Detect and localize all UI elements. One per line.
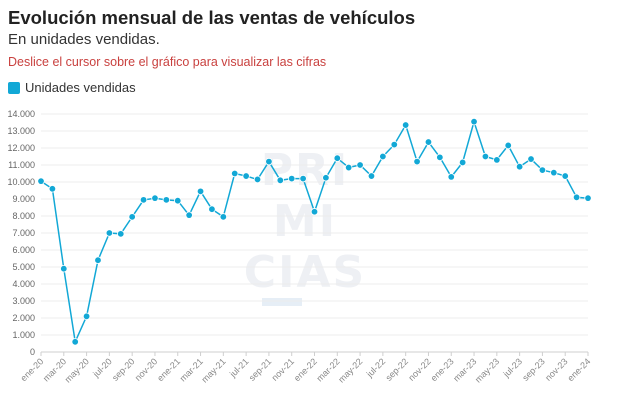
legend-swatch: [8, 81, 20, 94]
x-tick-label: ene-24: [566, 356, 593, 383]
hover-hint: Deslice el cursor sobre el gráfico para …: [8, 55, 327, 69]
data-point[interactable]: [584, 194, 592, 202]
data-point[interactable]: [139, 196, 148, 204]
data-point[interactable]: [265, 157, 273, 166]
x-tick-label: ene-20: [19, 356, 46, 383]
data-point[interactable]: [60, 265, 68, 273]
data-point[interactable]: [128, 213, 136, 221]
data-point[interactable]: [174, 196, 182, 205]
y-tick-label: 11.000: [8, 160, 35, 170]
data-point[interactable]: [185, 211, 193, 219]
data-point[interactable]: [401, 121, 410, 129]
y-tick-label: 4.000: [12, 279, 35, 289]
data-point[interactable]: [561, 172, 569, 180]
x-tick-label: ene-21: [155, 356, 182, 383]
y-tick-label: 14.000: [7, 109, 35, 119]
x-tick-label: nov-22: [406, 356, 433, 383]
data-point[interactable]: [413, 157, 421, 166]
data-point[interactable]: [310, 208, 319, 216]
data-point[interactable]: [105, 229, 114, 237]
y-tick-label: 10.000: [7, 177, 35, 187]
data-point[interactable]: [82, 312, 91, 320]
x-tick-label: sep-21: [247, 356, 274, 383]
x-tick-label: ene-22: [292, 356, 319, 383]
y-tick-label: 3.000: [12, 296, 35, 306]
data-point[interactable]: [37, 177, 45, 185]
y-tick-label: 7.000: [12, 228, 35, 238]
data-point[interactable]: [493, 156, 501, 164]
y-tick-label: 5.000: [12, 262, 35, 272]
data-point[interactable]: [344, 163, 353, 172]
data-point[interactable]: [470, 117, 478, 126]
data-point[interactable]: [538, 166, 547, 174]
x-tick-label: sep-23: [520, 356, 547, 383]
data-point[interactable]: [151, 194, 159, 202]
data-point[interactable]: [322, 174, 330, 182]
watermark-line: MI: [273, 196, 337, 247]
data-point[interactable]: [117, 230, 125, 238]
data-point[interactable]: [276, 176, 285, 184]
watermark-bar: [262, 298, 302, 306]
data-point[interactable]: [333, 154, 341, 162]
x-tick-label: may-20: [63, 356, 91, 384]
data-point[interactable]: [48, 185, 57, 193]
data-point[interactable]: [527, 155, 535, 163]
data-point[interactable]: [299, 174, 307, 183]
data-point[interactable]: [447, 173, 455, 181]
data-point[interactable]: [458, 158, 467, 167]
data-point[interactable]: [572, 193, 581, 201]
data-point[interactable]: [504, 141, 512, 150]
data-point[interactable]: [550, 168, 558, 177]
y-tick-label: 13.000: [7, 126, 35, 136]
watermark-line: CIAS: [244, 247, 366, 298]
data-point[interactable]: [94, 256, 102, 264]
y-tick-label: 9.000: [12, 194, 35, 204]
data-point[interactable]: [288, 174, 296, 183]
data-point[interactable]: [162, 196, 171, 204]
x-tick-label: nov-23: [543, 356, 570, 383]
x-tick-label: nov-21: [270, 356, 297, 383]
data-point[interactable]: [379, 152, 387, 161]
data-point[interactable]: [481, 152, 490, 161]
x-tick-label: sep-22: [384, 356, 411, 383]
x-tick-label: ene-23: [429, 356, 456, 383]
data-point[interactable]: [253, 175, 262, 184]
x-tick-label: may-22: [336, 356, 364, 384]
watermark: PRI MI CIAS: [244, 145, 366, 306]
x-tick-label: sep-20: [110, 356, 137, 383]
data-point[interactable]: [208, 205, 216, 213]
legend[interactable]: Unidades vendidas: [8, 80, 136, 95]
data-point[interactable]: [515, 162, 524, 171]
data-point[interactable]: [390, 140, 398, 149]
data-point[interactable]: [367, 172, 376, 180]
y-tick-label: 8.000: [12, 211, 35, 221]
x-tick-label: may-23: [473, 356, 501, 384]
x-tick-label: may-21: [199, 356, 227, 384]
data-point[interactable]: [242, 172, 250, 180]
data-point[interactable]: [219, 213, 228, 221]
data-point[interactable]: [231, 169, 239, 178]
chart-title: Evolución mensual de las ventas de vehíc…: [8, 7, 416, 28]
data-point[interactable]: [424, 138, 433, 146]
chart-subtitle: En unidades vendidas.: [8, 31, 160, 48]
y-tick-label: 2.000: [12, 313, 35, 323]
data-points[interactable]: [37, 117, 592, 346]
x-tick-label: nov-20: [133, 356, 160, 383]
legend-label: Unidades vendidas: [25, 80, 136, 95]
y-tick-label: 0: [30, 347, 35, 357]
y-tick-label: 6.000: [12, 245, 35, 255]
data-point[interactable]: [356, 161, 364, 169]
data-point[interactable]: [196, 187, 205, 196]
y-axis: 0 1.000 2.000 3.000 4.000 5.000 6.000 7.000 8.00…: [7, 109, 35, 357]
data-point[interactable]: [436, 153, 444, 162]
data-point[interactable]: [71, 338, 79, 346]
y-tick-label: 12.000: [7, 143, 35, 153]
y-tick-label: 1.000: [12, 330, 35, 340]
